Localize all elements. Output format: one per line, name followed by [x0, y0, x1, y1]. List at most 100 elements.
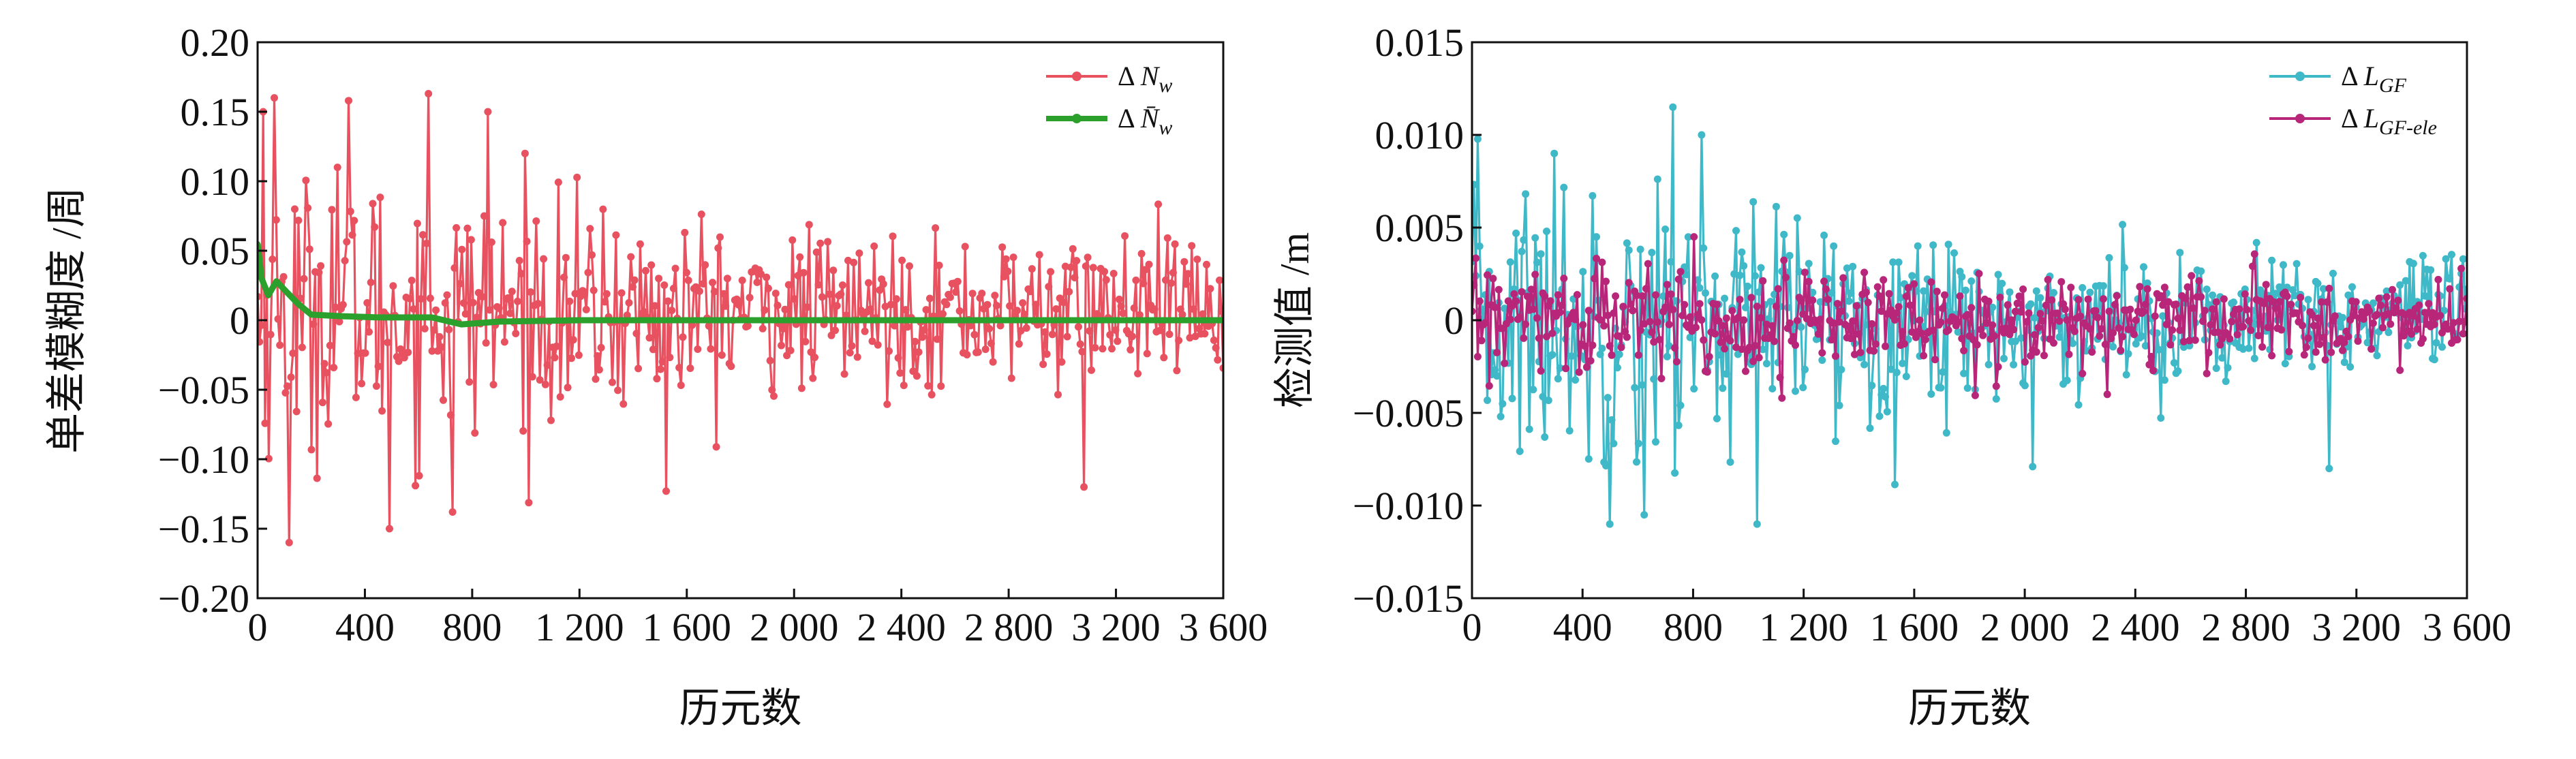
data-point	[1730, 270, 1738, 278]
data-point	[291, 205, 298, 213]
data-point	[1824, 296, 1832, 303]
data-point	[1757, 264, 1765, 272]
data-point	[1598, 258, 1606, 266]
data-point	[1604, 394, 1612, 402]
data-point	[2340, 358, 2348, 367]
data-point	[1742, 367, 1749, 375]
legend-prefix: Δ	[2341, 61, 2359, 91]
data-point	[1562, 365, 1570, 373]
data-point	[281, 389, 290, 397]
data-point	[791, 317, 797, 323]
data-point	[991, 292, 999, 300]
data-point	[276, 341, 284, 350]
data-point	[874, 341, 882, 349]
data-point	[699, 280, 707, 288]
data-point	[1975, 270, 1983, 278]
data-point	[2180, 337, 2188, 345]
data-point	[1642, 285, 1650, 293]
data-point	[1979, 331, 1987, 339]
data-point	[350, 217, 358, 225]
data-point	[1004, 267, 1012, 275]
data-point	[1028, 265, 1036, 273]
data-point	[1063, 332, 1071, 341]
legend-sub: GF	[2379, 74, 2407, 97]
data-point	[1996, 294, 2004, 301]
data-point	[1904, 283, 1912, 292]
data-point	[335, 313, 341, 319]
data-point	[1045, 283, 1053, 291]
data-point	[1669, 306, 1677, 313]
data-point	[448, 508, 457, 516]
data-point	[534, 300, 542, 308]
data-point	[710, 288, 718, 296]
data-point	[1206, 285, 1214, 293]
series-1	[258, 90, 1223, 546]
y-tick-label: 0	[1444, 298, 1464, 343]
data-point	[662, 487, 670, 495]
data-point	[1910, 280, 1918, 288]
data-point	[1837, 307, 1845, 315]
data-point	[1501, 305, 1509, 313]
data-point	[2212, 365, 2220, 372]
data-point	[415, 471, 423, 480]
data-point	[1820, 231, 1828, 239]
data-point	[1508, 394, 1516, 403]
data-point	[1762, 360, 1770, 368]
data-point	[1615, 332, 1623, 340]
data-point	[1667, 290, 1675, 298]
data-point	[634, 365, 643, 373]
data-point	[601, 298, 609, 306]
data-point	[2055, 333, 2064, 341]
data-point	[1102, 276, 1110, 284]
data-point	[1602, 277, 1610, 285]
legend-sub: w	[1159, 74, 1172, 97]
data-point	[1676, 268, 1685, 276]
data-point	[1612, 292, 1620, 300]
data-point	[1880, 384, 1888, 392]
data-point	[811, 354, 818, 361]
data-point	[1546, 297, 1554, 305]
data-point	[2430, 356, 2438, 364]
data-point	[484, 108, 492, 116]
data-point	[1908, 272, 1916, 280]
data-point	[450, 264, 459, 272]
data-point	[911, 337, 919, 345]
data-point	[1078, 347, 1086, 356]
data-point	[1653, 175, 1661, 183]
data-point	[853, 353, 861, 361]
data-point	[1875, 412, 1884, 420]
data-point	[294, 217, 303, 224]
data-point	[1736, 271, 1744, 279]
data-point	[335, 317, 343, 326]
data-point	[586, 225, 594, 233]
data-point	[2130, 330, 2138, 339]
legend-label: Δ LGF-ele	[2341, 103, 2437, 139]
data-point	[946, 293, 954, 301]
data-point	[1114, 337, 1122, 345]
data-point	[2271, 304, 2280, 312]
data-point	[2438, 328, 2446, 337]
data-point	[305, 245, 313, 253]
data-point	[320, 360, 328, 368]
data-point	[2105, 307, 2113, 315]
data-point	[1973, 341, 1981, 349]
data-point	[2382, 293, 2391, 301]
data-point	[2348, 283, 2356, 291]
data-point	[2425, 294, 2433, 302]
data-point	[963, 351, 971, 359]
data-point	[1719, 384, 1727, 392]
data-point	[1026, 288, 1034, 296]
data-point	[1554, 375, 1562, 383]
data-point	[1491, 366, 1499, 374]
data-point	[2461, 317, 2467, 326]
data-point	[2299, 322, 2306, 330]
y-tick-label: −0.015	[1353, 576, 1464, 621]
data-point	[846, 349, 854, 357]
data-point	[898, 256, 906, 264]
data-point	[2382, 287, 2391, 295]
data-point	[1477, 337, 1486, 345]
data-point	[2149, 367, 2157, 375]
data-point	[515, 257, 523, 264]
data-point	[1749, 198, 1758, 206]
